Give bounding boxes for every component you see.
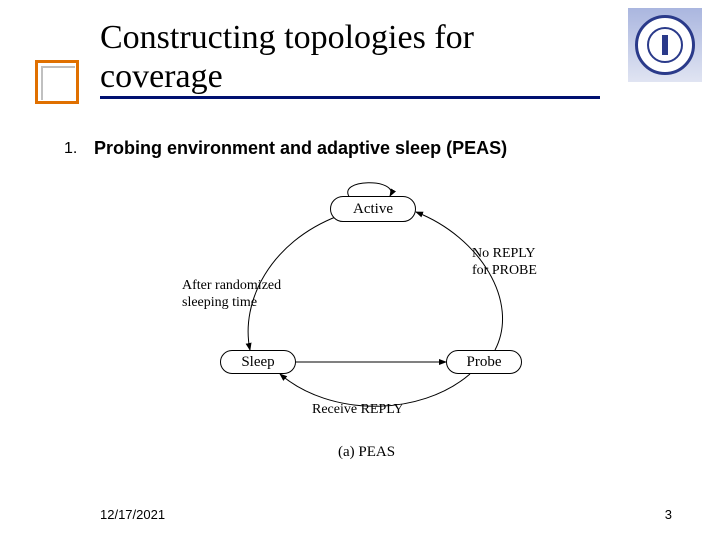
peas-state-diagram: Active Sleep Probe No REPLYfor PROBE Aft… bbox=[140, 182, 580, 468]
university-logo bbox=[628, 8, 702, 82]
diagram-svg bbox=[140, 182, 580, 468]
footer-date: 12/17/2021 bbox=[100, 507, 165, 522]
edge-label-noreply: No REPLYfor PROBE bbox=[472, 246, 537, 280]
edge-probe-active bbox=[416, 212, 503, 350]
node-probe-label: Probe bbox=[467, 354, 502, 371]
edge-label-randomized: After randomizedsleeping time bbox=[182, 278, 281, 312]
list-text: Probing environment and adaptive sleep (… bbox=[94, 138, 507, 159]
logo-inner-icon bbox=[647, 27, 683, 63]
title-line2: coverage bbox=[100, 57, 600, 99]
title-line1: Constructing topologies for bbox=[100, 19, 474, 56]
diagram-caption: (a) PEAS bbox=[338, 444, 395, 461]
node-probe: Probe bbox=[446, 350, 522, 374]
footer-page-number: 3 bbox=[665, 507, 672, 522]
title-bullet-square bbox=[35, 60, 79, 104]
slide-title-block: Constructing topologies for coverage bbox=[100, 18, 580, 99]
edge-label-receive: Receive REPLY bbox=[312, 402, 404, 419]
logo-tower-icon bbox=[662, 35, 668, 55]
node-sleep: Sleep bbox=[220, 350, 296, 374]
list-number: 1. bbox=[64, 140, 77, 158]
node-sleep-label: Sleep bbox=[241, 354, 274, 371]
node-active: Active bbox=[330, 196, 416, 222]
node-active-label: Active bbox=[353, 201, 393, 218]
logo-ring-icon bbox=[635, 15, 695, 75]
